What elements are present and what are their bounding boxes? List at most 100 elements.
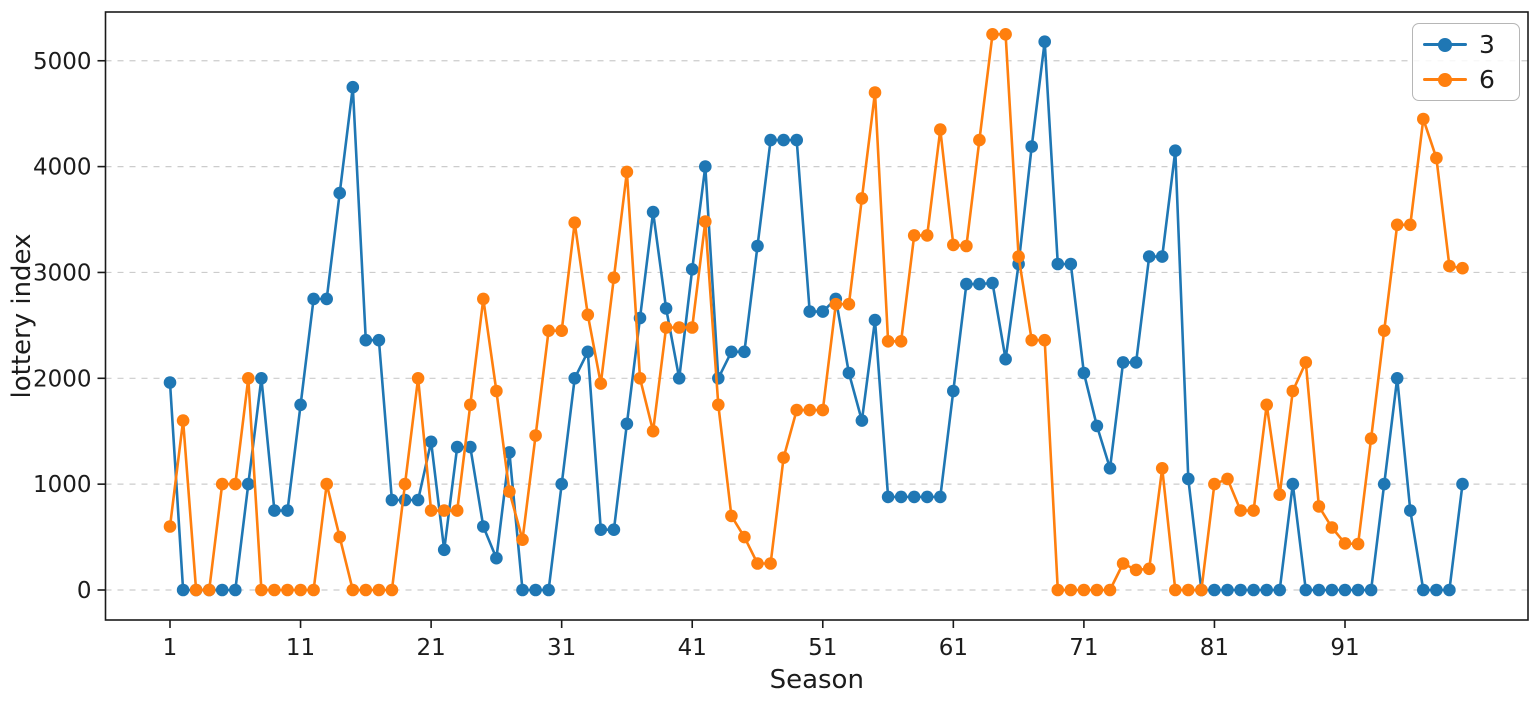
data-point [816,403,830,417]
data-point [894,335,908,348]
data-point [1129,563,1143,577]
data-point [1364,583,1378,597]
data-point [712,398,725,412]
data-point [242,372,255,385]
data-point [868,313,882,327]
data-point [1103,583,1117,597]
data-point [947,238,960,252]
data-point [1390,372,1404,385]
legend-line-marker-icon [1423,37,1467,52]
y-tick-label: 4000 [33,155,92,181]
data-point [1325,583,1339,597]
data-point [1430,151,1443,165]
data-point [1038,333,1051,347]
data-point [1312,500,1326,513]
data-point [607,271,621,285]
data-point [385,583,399,597]
data-point [620,165,634,179]
data-point [202,583,216,597]
data-point [986,28,999,41]
data-point [1208,477,1221,491]
data-point [1051,583,1065,597]
data-point [1221,583,1234,597]
data-point [934,490,947,504]
data-point [855,414,869,427]
data-point [1155,250,1169,263]
data-point [1299,356,1313,369]
data-point [450,504,464,517]
data-point [255,372,268,385]
data-point [1129,356,1143,369]
data-point [1077,583,1091,597]
data-point [842,297,856,311]
x-tick-label: 81 [1200,635,1229,661]
data-point [229,477,242,491]
y-tick-label: 2000 [33,366,92,392]
data-point [215,477,229,491]
data-point [294,398,307,412]
data-point [1142,250,1156,263]
data-point [437,543,451,557]
data-point [255,583,268,597]
data-point [1195,583,1208,597]
data-point [881,490,895,504]
data-point [450,440,464,454]
data-point [594,377,608,390]
data-point [1234,504,1247,517]
data-point [490,384,503,398]
data-point [385,493,399,507]
data-point [464,440,477,454]
data-point [672,372,686,385]
x-tick-label: 71 [1069,635,1098,661]
data-point [1417,583,1430,597]
data-point [1286,477,1300,491]
data-point [986,276,999,290]
data-point [1390,218,1404,232]
data-point [646,205,660,219]
data-point [281,583,294,597]
y-tick-label: 1000 [33,472,92,498]
data-point [346,583,360,597]
data-point [1273,583,1286,597]
data-point [1338,583,1352,597]
data-point [646,424,660,438]
data-point [542,324,555,338]
legend-label: 6 [1479,65,1495,94]
data-point [999,352,1012,366]
data-point [725,509,738,523]
data-point [1182,472,1195,486]
data-point [803,403,816,417]
x-tick-label: 41 [678,635,707,661]
data-point [1090,419,1104,433]
data-point [659,302,673,315]
data-point [973,277,986,291]
data-point [1025,333,1038,347]
data-point [542,583,555,597]
data-point [1325,521,1339,534]
data-point [176,414,190,427]
data-point [1012,250,1025,263]
data-point [907,490,921,504]
data-point [268,583,281,597]
data-point [1169,144,1182,157]
data-point [437,504,451,517]
data-point [1260,398,1273,412]
data-point [307,583,320,597]
data-point [960,277,973,291]
data-point [1234,583,1247,597]
data-point [372,333,386,347]
y-tick-label: 3000 [33,260,92,286]
data-point [1430,583,1443,597]
data-point [816,305,830,318]
data-point [1142,562,1156,576]
data-point [685,263,699,276]
data-point [659,321,673,334]
data-point [359,333,373,347]
data-point [477,520,490,533]
data-point [855,192,869,205]
data-point [1051,257,1065,271]
data-point [516,533,529,546]
data-point [424,504,438,517]
data-point [738,345,751,359]
